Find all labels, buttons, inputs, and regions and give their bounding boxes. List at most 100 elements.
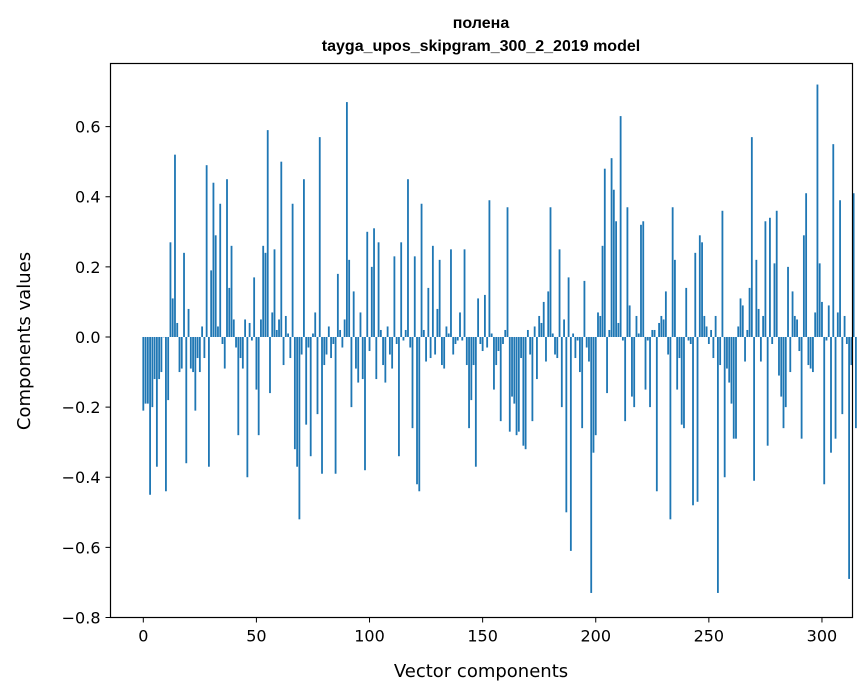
bar-248 xyxy=(703,315,706,337)
bar-209 xyxy=(615,221,618,337)
bar-147 xyxy=(474,336,477,467)
y-tick-label: −0.8 xyxy=(62,609,101,628)
y-tick-label: 0.2 xyxy=(75,258,100,277)
bar-27 xyxy=(203,336,206,359)
bar-0 xyxy=(142,336,145,411)
bar-143 xyxy=(465,336,468,366)
bar-19 xyxy=(185,336,188,464)
bar-24 xyxy=(196,336,199,359)
bar-176 xyxy=(540,322,543,337)
bar-204 xyxy=(603,168,606,337)
bar-199 xyxy=(592,336,595,453)
bar-263 xyxy=(737,326,740,337)
bar-105 xyxy=(379,329,382,337)
bar-86 xyxy=(336,273,339,337)
bar-39 xyxy=(230,245,233,337)
bar-162 xyxy=(508,336,511,432)
bar-169 xyxy=(524,336,527,450)
bar-102 xyxy=(373,228,375,337)
bar-182 xyxy=(554,336,556,355)
bar-232 xyxy=(667,336,670,355)
bar-97 xyxy=(361,336,364,380)
bar-107 xyxy=(384,336,387,383)
bar-300 xyxy=(821,301,823,337)
bar-85 xyxy=(334,336,337,474)
bars-group xyxy=(142,84,857,593)
bar-82 xyxy=(327,326,330,337)
bar-278 xyxy=(771,336,774,344)
bar-28 xyxy=(205,165,208,337)
bar-134 xyxy=(445,326,448,337)
bar-240 xyxy=(685,287,688,337)
bar-256 xyxy=(721,210,724,337)
bar-164 xyxy=(513,336,516,404)
x-tick-label: 250 xyxy=(694,627,725,646)
bar-302 xyxy=(825,336,828,341)
bar-180 xyxy=(549,207,552,337)
bar-217 xyxy=(633,336,636,408)
bar-223 xyxy=(646,336,649,341)
bar-303 xyxy=(827,305,830,337)
bar-22 xyxy=(192,336,194,373)
bar-251 xyxy=(710,329,713,337)
bar-208 xyxy=(612,189,615,337)
bar-214 xyxy=(626,207,629,337)
bar-171 xyxy=(529,336,532,355)
bar-195 xyxy=(583,280,586,337)
bar-106 xyxy=(382,336,384,366)
bar-305 xyxy=(832,144,835,337)
bar-221 xyxy=(642,221,645,337)
bar-289 xyxy=(796,319,798,337)
bar-296 xyxy=(812,336,814,373)
bar-118 xyxy=(409,336,412,348)
bar-78 xyxy=(318,137,321,337)
y-tick-label: −0.4 xyxy=(62,468,101,487)
bar-7 xyxy=(158,336,161,380)
bar-200 xyxy=(594,336,597,436)
bar-257 xyxy=(723,336,726,478)
bar-244 xyxy=(694,252,697,337)
bar-111 xyxy=(393,256,396,337)
bar-123 xyxy=(420,203,423,337)
bar-218 xyxy=(635,315,638,337)
bar-285 xyxy=(787,266,789,337)
bar-144 xyxy=(468,336,470,429)
bar-47 xyxy=(248,322,251,337)
bar-201 xyxy=(597,312,599,337)
bar-231 xyxy=(664,291,667,337)
bar-282 xyxy=(780,336,783,397)
bar-26 xyxy=(201,326,204,337)
bar-260 xyxy=(730,336,733,404)
bar-126 xyxy=(427,287,430,337)
bar-187 xyxy=(565,336,568,513)
bar-140 xyxy=(459,312,461,337)
bar-207 xyxy=(610,158,613,337)
bar-293 xyxy=(805,193,808,337)
bar-288 xyxy=(793,315,796,337)
bar-122 xyxy=(418,336,421,492)
bar-14 xyxy=(174,154,176,337)
bar-36 xyxy=(223,336,226,369)
bar-211 xyxy=(619,116,622,337)
bar-74 xyxy=(309,336,312,457)
bar-98 xyxy=(364,336,366,471)
bar-268 xyxy=(748,287,751,337)
bar-304 xyxy=(830,336,832,453)
bar-136 xyxy=(450,249,452,337)
bar-163 xyxy=(511,336,513,397)
bar-255 xyxy=(719,336,722,366)
bar-205 xyxy=(606,336,608,394)
bar-284 xyxy=(784,336,787,408)
bar-152 xyxy=(486,336,489,348)
bar-174 xyxy=(536,336,538,380)
bar-292 xyxy=(802,235,805,337)
bar-56 xyxy=(269,336,271,394)
bar-276 xyxy=(766,336,769,446)
bar-43 xyxy=(239,336,242,359)
bar-5 xyxy=(153,336,156,380)
bar-81 xyxy=(325,336,328,355)
bar-92 xyxy=(350,336,353,408)
bar-150 xyxy=(481,336,484,352)
bar-84 xyxy=(332,336,335,344)
bar-99 xyxy=(366,231,369,337)
